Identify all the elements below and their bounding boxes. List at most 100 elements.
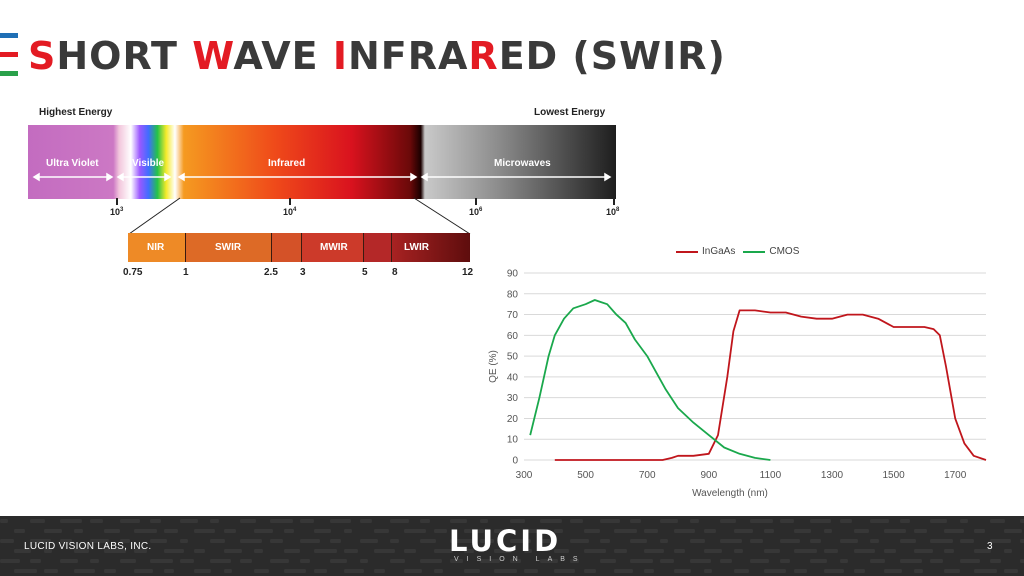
exponent-label-3: 106 xyxy=(469,207,483,217)
footer-pattern-dash xyxy=(854,549,875,553)
footer-pattern-dash xyxy=(570,539,589,543)
footer-pattern-dash xyxy=(974,529,985,533)
footer-pattern-dash xyxy=(104,569,116,573)
footer-pattern-dash xyxy=(330,559,347,563)
footer-pattern-dash xyxy=(300,559,310,563)
legend-swatch-cmos xyxy=(743,250,766,253)
footer-pattern-dash xyxy=(150,539,167,543)
footer-pattern-dash xyxy=(284,549,300,553)
footer-pattern-dash xyxy=(944,569,960,573)
footer-pattern-dash xyxy=(720,519,736,523)
footer-pattern-dash xyxy=(720,559,732,563)
footer-pattern-dash xyxy=(90,539,109,543)
y-tick-label-30: 30 xyxy=(507,393,519,404)
x-tick-label-300: 300 xyxy=(516,470,533,481)
footer-pattern-dash xyxy=(104,549,126,553)
exponent-label-4: 108 xyxy=(606,207,620,217)
footer-pattern-dash xyxy=(824,549,838,553)
footer-pattern-dash xyxy=(510,539,531,543)
footer-pattern-dash xyxy=(134,569,153,573)
infrared-subband-bar xyxy=(128,233,470,262)
footer-pattern-dash xyxy=(344,549,358,553)
y-tick-label-40: 40 xyxy=(507,372,519,383)
chart-legend: InGaAs CMOS xyxy=(676,246,799,257)
subband-label-mwir: MWIR xyxy=(320,242,348,253)
footer-pattern-dash xyxy=(240,559,252,563)
footer-pattern-dash xyxy=(60,519,82,523)
footer-pattern-dash xyxy=(30,559,41,563)
footer-pattern-dash xyxy=(614,529,637,533)
footer-pattern-dash xyxy=(674,549,685,553)
footer-pattern-dash xyxy=(780,559,790,563)
footer-pattern-dash xyxy=(420,539,436,543)
footer-pattern-dash xyxy=(660,559,674,563)
x-tick-label-1700: 1700 xyxy=(944,470,967,481)
subband-label-lwir: LWIR xyxy=(404,242,429,253)
footer-pattern-dash xyxy=(450,559,463,563)
footer-pattern-dash xyxy=(164,569,174,573)
footer-pattern-dash xyxy=(254,549,263,553)
accent-stripe-blue xyxy=(0,33,18,38)
footer-pattern-dash xyxy=(374,529,389,533)
footer-pattern-dash xyxy=(300,519,314,523)
band-label-infrared: Infrared xyxy=(268,158,306,169)
footer-pattern-dash xyxy=(360,559,368,563)
x-tick-label-1500: 1500 xyxy=(882,470,905,481)
footer-pattern-dash xyxy=(584,549,606,553)
footer-pattern-dash xyxy=(210,559,231,563)
footer-pattern-dash xyxy=(270,559,289,563)
footer-pattern-dash xyxy=(734,529,753,533)
footer-pattern-dash xyxy=(840,559,848,563)
footer-pattern-dash xyxy=(240,539,262,543)
footer-pattern-dash xyxy=(884,529,906,533)
accent-stripe-green xyxy=(0,71,18,76)
footer-pattern-dash xyxy=(644,529,658,533)
footer-pattern-dash xyxy=(494,569,517,573)
x-tick-label-700: 700 xyxy=(639,470,656,481)
footer-pattern-dash xyxy=(690,539,705,543)
wavelength-label-2-5: 2.5 xyxy=(264,267,278,278)
footer-pattern-dash xyxy=(1020,559,1024,563)
title-part-7: ED (SWIR) xyxy=(498,34,726,78)
wavelength-label-5: 5 xyxy=(362,267,368,278)
footer-pattern-dash xyxy=(374,569,385,573)
footer-pattern-dash xyxy=(944,529,964,533)
footer-pattern-dash xyxy=(930,559,943,563)
band-label-visible: Visible xyxy=(132,158,165,169)
footer-pattern-dash xyxy=(1004,569,1018,573)
footer-pattern-dash xyxy=(360,539,378,543)
footer-pattern-dash xyxy=(570,519,583,523)
title-part-0: S xyxy=(28,34,57,78)
footer-pattern-dash xyxy=(540,519,562,523)
footer-pattern-dash xyxy=(0,519,8,523)
footer-pattern-dash xyxy=(194,549,205,553)
wavelength-label-12: 12 xyxy=(462,267,474,278)
wavelength-label-1: 1 xyxy=(183,267,189,278)
footer-pattern-dash xyxy=(44,529,62,533)
footer-pattern-dash xyxy=(344,569,364,573)
x-tick-label-1100: 1100 xyxy=(760,470,782,481)
spectrum-ticks xyxy=(116,198,615,205)
footer-pattern-dash xyxy=(134,549,147,553)
footer-pattern-dash xyxy=(374,549,395,553)
footer-pattern-dash xyxy=(524,569,538,573)
footer-pattern-dash xyxy=(540,539,552,543)
footer-pattern-dash xyxy=(314,569,327,573)
footer-pattern-dash xyxy=(870,559,885,563)
footer-pattern-dash xyxy=(180,559,194,563)
footer-pattern-dash xyxy=(270,519,293,523)
footer-pattern-dash xyxy=(914,529,927,533)
title-part-3: AVE xyxy=(233,34,333,78)
footer-pattern-dash xyxy=(420,559,442,563)
accent-stripe-red xyxy=(0,52,18,57)
footer-pattern-dash xyxy=(30,519,45,523)
footer-pattern-dash xyxy=(434,549,453,553)
lowest-energy-label: Lowest Energy xyxy=(534,107,606,118)
subband-swir xyxy=(186,233,272,262)
y-tick-label-0: 0 xyxy=(512,456,518,467)
footer-pattern-dash xyxy=(194,569,211,573)
footer-pattern-dash xyxy=(810,519,831,523)
footer-pattern-dash xyxy=(74,569,95,573)
footer-pattern-dash xyxy=(134,529,157,533)
title-part-5: NFRA xyxy=(347,34,469,78)
